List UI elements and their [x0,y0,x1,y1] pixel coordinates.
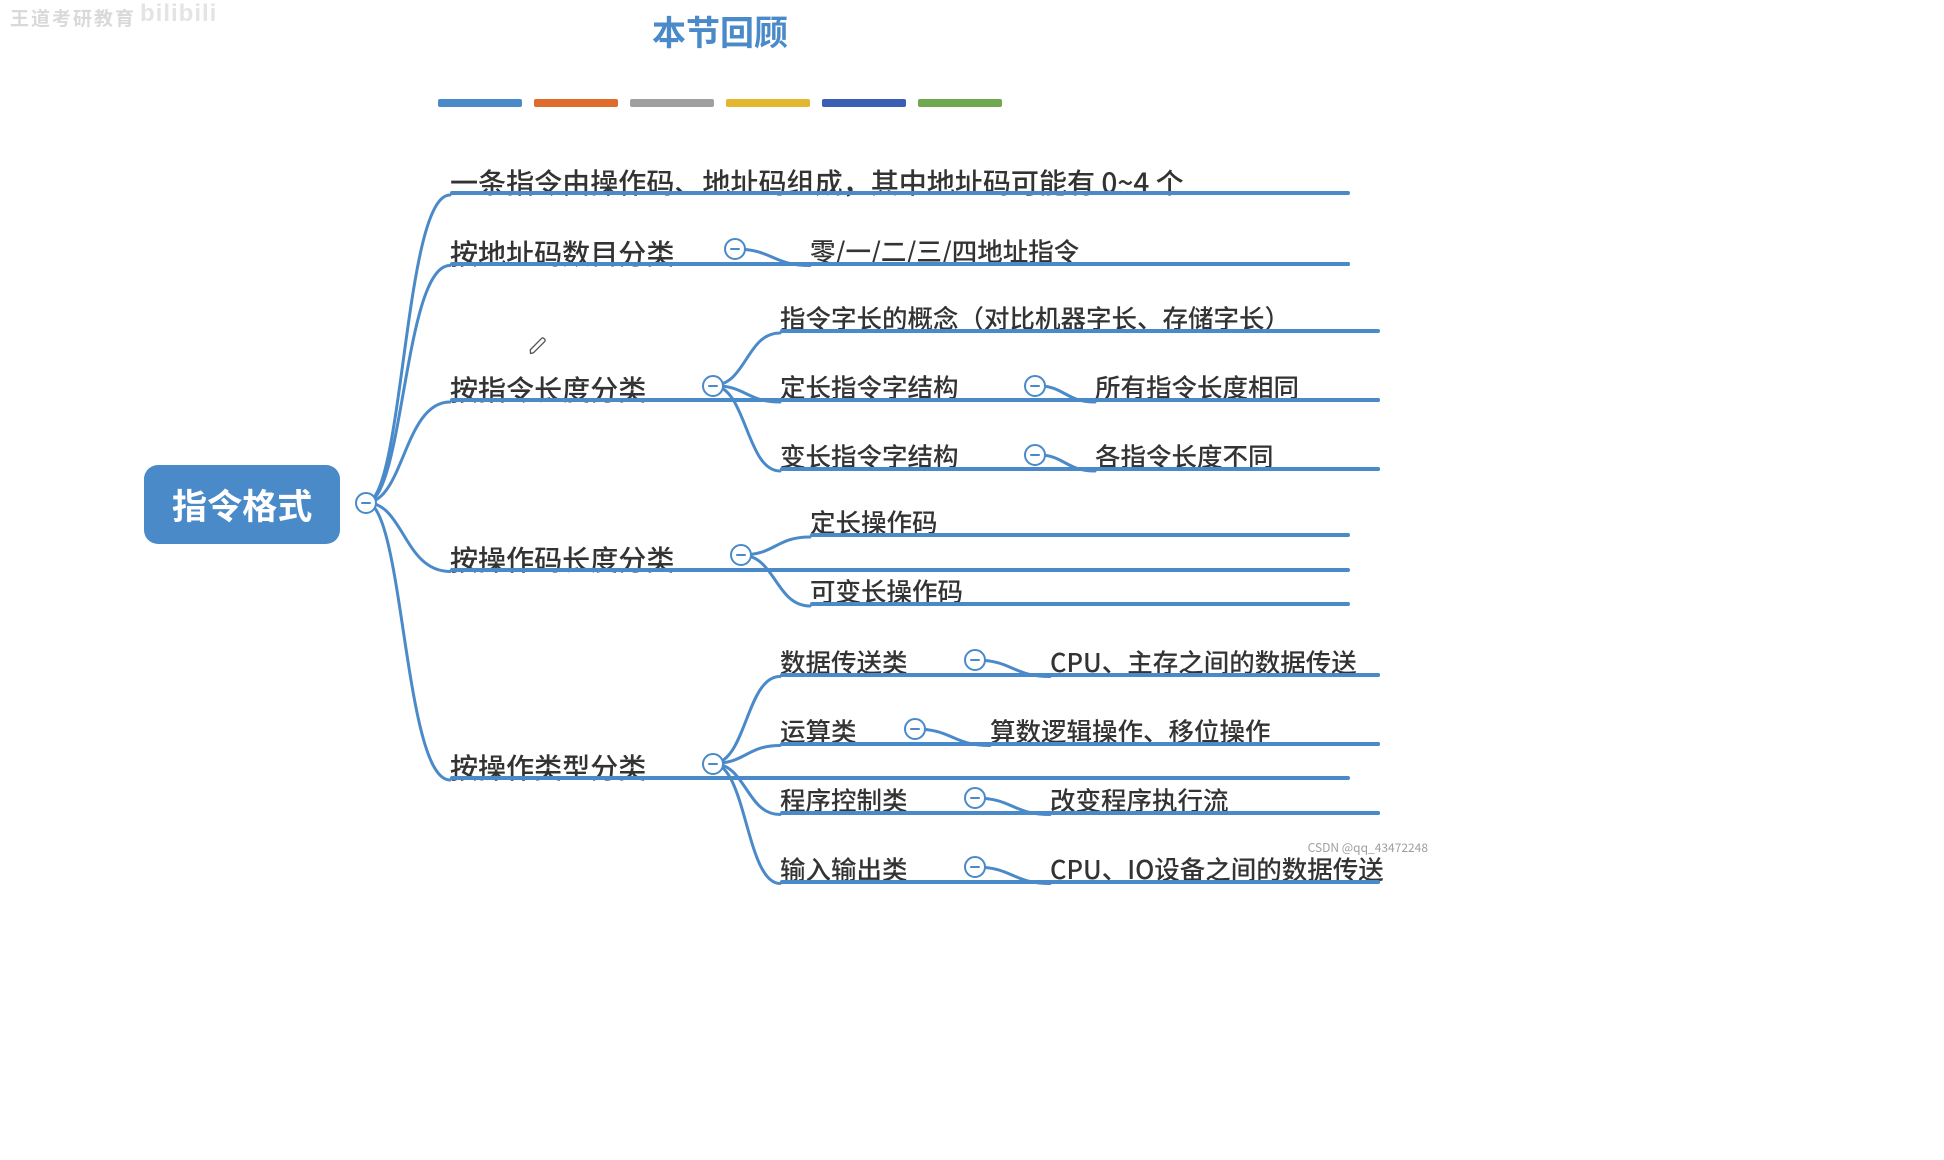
node-label: CPU、主存之间的数据传送 [1050,643,1357,686]
mindmap-node[interactable]: 运算类 [780,712,857,746]
collapse-button[interactable] [904,718,926,740]
node-underline [1095,467,1380,471]
node-underline [1050,673,1380,677]
root-label: 指令格式 [172,479,312,530]
node-underline [450,776,1350,780]
mindmap-node[interactable]: 定长操作码 [810,503,938,537]
node-label: 可变长操作码 [810,572,963,615]
mindmap-node[interactable]: 算数逻辑操作、移位操作 [990,712,1271,746]
minus-icon [910,728,920,730]
mindmap-node[interactable]: 一条指令由操作码、地址码组成，其中地址码可能有 0~4 个 [450,161,1184,195]
mindmap-node[interactable]: 按操作类型分类 [450,746,646,780]
accent-bar [726,99,810,107]
node-label: 算数逻辑操作、移位操作 [990,712,1271,755]
mindmap-node[interactable]: 按指令长度分类 [450,368,646,402]
node-label: 变长指令字结构 [780,437,959,480]
collapse-button[interactable] [964,856,986,878]
minus-icon [730,248,740,250]
accent-bar [534,99,618,107]
node-label: 改变程序执行流 [1050,781,1229,824]
collapse-button[interactable] [964,649,986,671]
node-underline [1050,880,1380,884]
root-node[interactable]: 指令格式 [144,465,340,544]
accent-bar [822,99,906,107]
node-label: 按操作类型分类 [450,746,646,793]
node-underline [810,602,1350,606]
credit-text: CSDN @qq_43472248 [1308,839,1428,856]
mindmap-node[interactable]: 按地址码数目分类 [450,232,674,266]
mindmap-stage: 王道考研教育 bilibili 本节回顾 指令格式 一条指令由操作码、地址码组成… [0,0,1440,860]
mindmap-node[interactable]: 所有指令长度相同 [1095,368,1299,402]
node-label: 所有指令长度相同 [1095,368,1299,411]
collapse-button[interactable] [702,753,724,775]
collapse-button[interactable] [1024,375,1046,397]
node-label: 指令字长的概念（对比机器字长、存储字长） [780,299,1290,342]
minus-icon [1030,385,1040,387]
minus-icon [970,866,980,868]
node-label: 零/一/二/三/四地址指令 [810,232,1079,275]
accent-bar [918,99,1002,107]
mindmap-node[interactable]: 定长指令字结构 [780,368,959,402]
mindmap-node[interactable]: 数据传送类 [780,643,908,677]
collapse-button[interactable] [730,544,752,566]
node-label: 数据传送类 [780,643,908,686]
node-label: 程序控制类 [780,781,908,824]
collapse-button[interactable] [702,375,724,397]
node-underline [780,329,1380,333]
accent-bar [630,99,714,107]
watermark-bilibili: bilibili [140,0,217,28]
node-label: 按操作码长度分类 [450,538,674,585]
mindmap-node[interactable]: 可变长操作码 [810,572,963,606]
minus-icon [1030,454,1040,456]
node-label: 一条指令由操作码、地址码组成，其中地址码可能有 0~4 个 [450,161,1184,208]
node-label: 按地址码数目分类 [450,232,674,279]
mindmap-node[interactable]: 改变程序执行流 [1050,781,1229,815]
collapse-button[interactable] [964,787,986,809]
page-title: 本节回顾 [652,6,788,55]
mindmap-node[interactable]: 按操作码长度分类 [450,538,674,572]
minus-icon [361,502,371,504]
minus-icon [708,385,718,387]
node-underline [810,533,1350,537]
mindmap-node[interactable]: CPU、主存之间的数据传送 [1050,643,1357,677]
collapse-button[interactable] [724,238,746,260]
minus-icon [970,659,980,661]
minus-icon [736,554,746,556]
node-underline [810,262,1350,266]
collapse-button[interactable] [1024,444,1046,466]
minus-icon [970,797,980,799]
node-label: 定长操作码 [810,503,938,546]
node-label: 输入输出类 [780,850,908,893]
mindmap-node[interactable]: 程序控制类 [780,781,908,815]
pencil-icon [528,336,548,356]
mindmap-node[interactable]: 各指令长度不同 [1095,437,1274,471]
mindmap-node[interactable]: 输入输出类 [780,850,908,884]
mindmap-node[interactable]: 指令字长的概念（对比机器字长、存储字长） [780,299,1290,333]
mindmap-node[interactable]: 零/一/二/三/四地址指令 [810,232,1079,266]
node-underline [450,191,1350,195]
mindmap-node[interactable]: 变长指令字结构 [780,437,959,471]
node-label: 定长指令字结构 [780,368,959,411]
collapse-button[interactable] [355,492,377,514]
node-underline [1050,811,1380,815]
node-underline [990,742,1380,746]
node-underline [1095,398,1380,402]
node-label: 按指令长度分类 [450,368,646,415]
accent-bar [438,99,522,107]
minus-icon [708,763,718,765]
node-underline [450,568,1350,572]
watermark-brand: 王道考研教育 [10,4,136,31]
node-label: 运算类 [780,712,857,755]
node-label: 各指令长度不同 [1095,437,1274,480]
